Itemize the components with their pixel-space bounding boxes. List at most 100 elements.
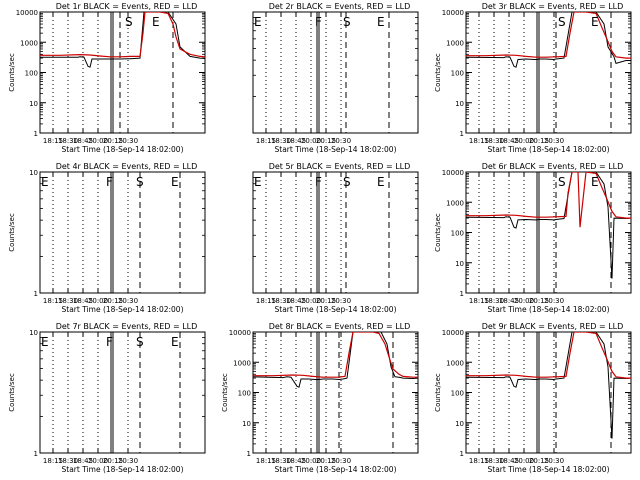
panel-title: Det 3r BLACK = Events, RED = LLD	[482, 2, 624, 11]
plot-area	[40, 12, 205, 133]
panel-det-8: Det 8r BLACK = Events, RED = LLD 1 10 100 10…	[221, 322, 419, 474]
panel-det-6: Det 6r BLACK = Events, RED = LLD 1 10 100 10…	[434, 162, 632, 314]
x-tick-label: 20:15	[529, 297, 549, 305]
y-tick-label: 1000	[446, 359, 464, 367]
x-tick-label: 20:30	[331, 137, 351, 145]
segment-marker-label: E	[171, 175, 179, 189]
plot-frame	[252, 11, 419, 134]
x-tick-label: 18:30	[484, 137, 504, 145]
x-tick-label: 18:30	[58, 457, 78, 465]
segment-marker-label: S	[343, 15, 351, 29]
panel-det-7: Det 7r BLACK = Events, RED = LLD 1 10 18:15…	[8, 322, 206, 474]
x-tick-label: 20:15	[529, 457, 549, 465]
x-tick-label: 18:15	[469, 457, 489, 465]
y-tick-label: 10000	[442, 329, 464, 337]
plot-frame	[39, 11, 206, 134]
segment-marker-label: E	[41, 175, 49, 189]
plot-area	[265, 172, 390, 293]
x-tick-label: 20:15	[316, 297, 336, 305]
x-axis-label: Start Time (18-Sep-14 18:02:00)	[488, 465, 610, 474]
segment-marker-label: S	[558, 15, 566, 29]
segment-marker-label: E	[591, 175, 599, 189]
x-tick-label: 18:30	[58, 137, 78, 145]
y-tick-label: 10	[242, 420, 251, 428]
panel-title: Det 7r BLACK = Events, RED = LLD	[56, 322, 198, 331]
x-tick-label: 18:30	[271, 457, 291, 465]
events-series-line	[40, 12, 205, 68]
x-tick-label: 18:45	[499, 297, 519, 305]
y-axis-label: Counts/sec	[434, 53, 442, 92]
panel-det-5: Det 5r BLACK = Events, RED = LLD18:1518:…	[252, 162, 419, 314]
x-tick-label: 20:30	[544, 137, 564, 145]
plot-frame	[465, 171, 632, 294]
y-tick-label: 100	[451, 70, 464, 78]
plot-frame	[465, 11, 632, 134]
y-tick-label: 1000	[20, 39, 38, 47]
plot-area	[265, 12, 390, 133]
x-tick-label: 20:30	[118, 457, 138, 465]
x-tick-label: 18:15	[469, 297, 489, 305]
x-tick-label: 20:00	[514, 297, 534, 305]
x-tick-label: 18:45	[73, 297, 93, 305]
x-axis-label: Start Time (18-Sep-14 18:02:00)	[275, 145, 397, 154]
y-tick-label: 10	[29, 169, 38, 177]
x-tick-label: 18:45	[73, 457, 93, 465]
y-tick-label: 1	[34, 290, 38, 298]
x-tick-label: 20:00	[301, 457, 321, 465]
segment-marker-label: E	[152, 15, 160, 29]
x-axis-label: Start Time (18-Sep-14 18:02:00)	[488, 305, 610, 314]
x-tick-label: 18:15	[256, 137, 276, 145]
y-tick-label: 10000	[229, 329, 251, 337]
y-tick-label: 1000	[233, 359, 251, 367]
x-tick-label: 20:00	[88, 137, 108, 145]
lld-series-line	[40, 12, 205, 58]
x-axis-label: Start Time (18-Sep-14 18:02:00)	[275, 305, 397, 314]
panel-title: Det 4r BLACK = Events, RED = LLD	[56, 162, 198, 171]
lld-series-line	[466, 172, 631, 228]
y-tick-label: 1000	[446, 39, 464, 47]
segment-marker-label: S	[136, 175, 144, 189]
x-tick-label: 20:30	[118, 297, 138, 305]
x-tick-label: 20:15	[103, 137, 123, 145]
y-tick-label: 1	[247, 450, 251, 458]
y-tick-label: 10	[455, 260, 464, 268]
plot-area	[52, 172, 181, 293]
x-tick-label: 18:15	[256, 457, 276, 465]
y-tick-label: 1	[34, 130, 38, 138]
x-axis-label: Start Time (18-Sep-14 18:02:00)	[62, 145, 184, 154]
x-tick-label: 20:15	[316, 457, 336, 465]
y-axis-label: Counts/sec	[8, 213, 16, 252]
y-tick-label: 1	[460, 290, 464, 298]
x-tick-label: 18:30	[484, 457, 504, 465]
x-axis-label: Start Time (18-Sep-14 18:02:00)	[62, 465, 184, 474]
y-axis-label: Counts/sec	[8, 373, 16, 412]
segment-marker-label: S	[136, 335, 144, 349]
x-tick-label: 20:30	[118, 137, 138, 145]
y-tick-label: 100	[451, 230, 464, 238]
x-tick-label: 18:15	[256, 297, 276, 305]
plot-frame	[252, 171, 419, 294]
events-series-line	[466, 172, 631, 279]
x-tick-label: 20:30	[331, 297, 351, 305]
segment-marker-label: S	[125, 15, 133, 29]
x-tick-label: 20:15	[103, 457, 123, 465]
x-axis-label: Start Time (18-Sep-14 18:02:00)	[488, 145, 610, 154]
y-tick-label: 10	[455, 420, 464, 428]
segment-marker-label: F	[106, 175, 113, 189]
x-axis-label: Start Time (18-Sep-14 18:02:00)	[275, 465, 397, 474]
y-tick-label: 100	[451, 390, 464, 398]
segment-marker-label: E	[377, 15, 385, 29]
segment-marker-label: E	[591, 15, 599, 29]
panel-det-9: Det 9r BLACK = Events, RED = LLD 1 10 100 10…	[434, 322, 632, 474]
segment-marker-label: F	[315, 175, 322, 189]
x-tick-label: 18:30	[271, 137, 291, 145]
y-tick-label: 1	[34, 450, 38, 458]
plot-frame	[39, 171, 206, 294]
x-tick-label: 20:00	[88, 457, 108, 465]
panel-title: Det 5r BLACK = Events, RED = LLD	[269, 162, 411, 171]
plot-area	[466, 332, 631, 453]
y-tick-label: 10000	[442, 9, 464, 17]
segment-marker-label: S	[343, 175, 351, 189]
x-tick-label: 20:15	[316, 137, 336, 145]
